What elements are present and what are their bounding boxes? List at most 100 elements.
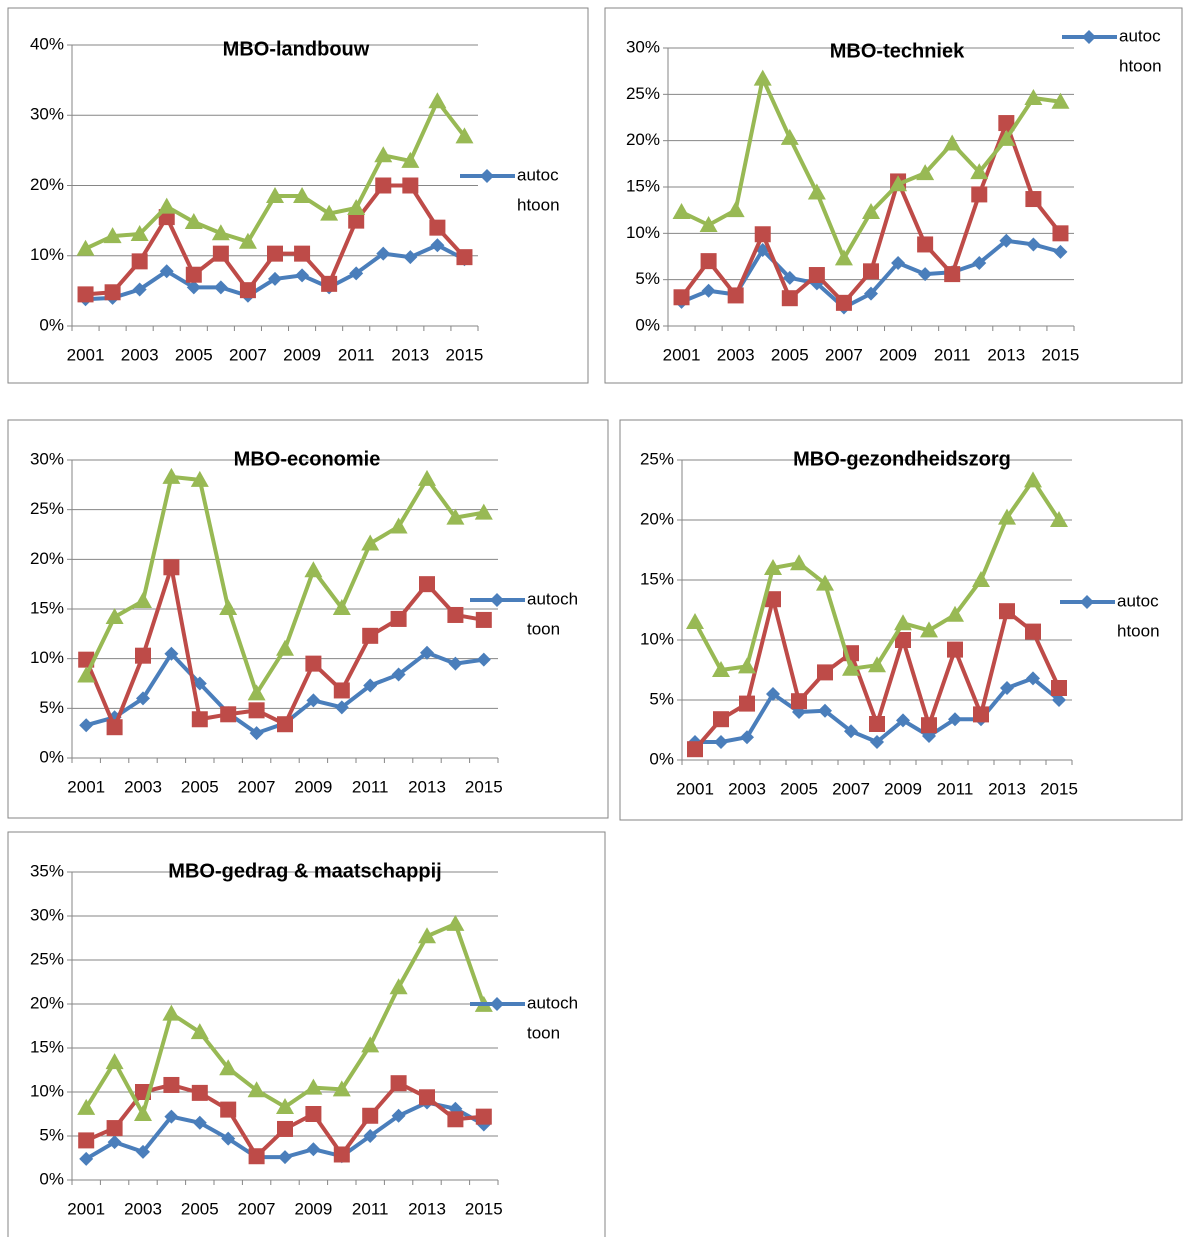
data-point — [268, 271, 282, 286]
y-tick-label: 20% — [640, 509, 674, 528]
x-tick-label: 2009 — [294, 1199, 332, 1218]
data-point — [211, 224, 230, 241]
data-point — [834, 249, 853, 266]
data-point — [333, 1146, 350, 1163]
x-tick-label: 2001 — [67, 1199, 105, 1218]
data-point — [753, 69, 772, 86]
y-tick-label: 25% — [30, 949, 64, 968]
data-point — [389, 978, 408, 995]
chart-title: MBO-gedrag & maatschappij — [168, 860, 441, 882]
y-tick-label: 35% — [30, 861, 64, 880]
data-point — [672, 203, 691, 220]
data-point — [162, 467, 181, 484]
data-point — [687, 741, 703, 758]
data-point — [219, 1059, 238, 1076]
data-point — [807, 183, 826, 200]
data-point — [1024, 89, 1043, 106]
x-tick-label: 2013 — [987, 345, 1025, 364]
data-point — [185, 266, 202, 283]
data-point — [375, 177, 392, 194]
y-tick-label: 15% — [30, 598, 64, 617]
data-point — [791, 693, 807, 710]
y-tick-label: 5% — [635, 269, 660, 288]
x-tick-label: 2007 — [238, 777, 276, 796]
chart-title: MBO-landbouw — [223, 38, 370, 60]
data-point — [700, 253, 717, 270]
data-point — [456, 249, 473, 266]
data-point — [105, 1053, 124, 1070]
data-point — [361, 534, 380, 551]
y-tick-label: 10% — [640, 629, 674, 648]
data-point — [701, 283, 716, 298]
chart-title: MBO-economie — [234, 448, 381, 470]
data-point — [239, 282, 256, 299]
legend-label: autoch — [527, 993, 578, 1012]
data-point — [896, 713, 910, 728]
data-point — [764, 559, 782, 575]
data-point — [277, 716, 293, 733]
data-point — [475, 1108, 492, 1125]
data-point — [948, 712, 962, 727]
y-tick-label: 0% — [649, 749, 674, 768]
x-tick-label: 2001 — [67, 777, 105, 796]
data-point — [998, 508, 1016, 525]
data-point — [134, 592, 152, 609]
data-point — [277, 1120, 293, 1137]
x-tick-label: 2011 — [352, 777, 389, 796]
x-tick-label: 2007 — [238, 1199, 276, 1218]
x-tick-label: 2009 — [884, 779, 922, 798]
data-point — [997, 129, 1016, 146]
y-tick-label: 10% — [626, 223, 660, 242]
data-point — [293, 187, 312, 204]
data-point — [917, 236, 934, 253]
y-tick-label: 20% — [626, 130, 660, 149]
data-point — [248, 1148, 265, 1165]
data-point — [220, 706, 237, 723]
x-tick-label: 2011 — [338, 345, 375, 364]
y-tick-label: 10% — [30, 648, 64, 667]
data-point — [673, 289, 690, 306]
data-point — [295, 268, 310, 283]
x-tick-label: 2011 — [937, 779, 974, 798]
data-point — [77, 286, 94, 303]
data-point — [106, 719, 123, 736]
chart: 0% 5% 10% 15% 20% 25% 2001 2003 2005 2007 2009 2011… — [619, 419, 1183, 821]
x-tick-label: 2003 — [121, 345, 159, 364]
data-point — [420, 645, 434, 660]
data-point — [362, 1107, 379, 1124]
data-point — [130, 224, 149, 241]
data-point — [132, 282, 147, 297]
data-point — [191, 711, 208, 728]
data-point — [186, 280, 201, 295]
x-tick-label: 2003 — [124, 1199, 162, 1218]
y-tick-label: 5% — [39, 698, 64, 717]
data-point — [972, 571, 990, 587]
data-point — [780, 128, 799, 145]
data-point — [699, 215, 718, 232]
x-tick-label: 2007 — [832, 779, 870, 798]
x-tick-label: 2001 — [676, 779, 714, 798]
y-tick-label: 10% — [30, 245, 64, 264]
x-tick-label: 2015 — [446, 345, 484, 364]
data-point — [999, 233, 1014, 248]
data-point — [1026, 671, 1040, 686]
data-point — [754, 226, 771, 243]
data-point — [363, 1129, 378, 1143]
data-point — [164, 1109, 179, 1124]
chart-frame — [7, 419, 609, 819]
data-point — [361, 1036, 380, 1053]
legend-marker — [490, 997, 504, 1011]
legend-label: autoc — [517, 165, 559, 184]
data-point — [136, 691, 150, 706]
data-point — [77, 666, 96, 683]
data-point — [390, 610, 407, 627]
data-point — [332, 599, 351, 616]
data-point — [999, 603, 1015, 620]
data-point — [306, 693, 321, 708]
x-tick-label: 2003 — [124, 777, 162, 796]
y-tick-label: 30% — [30, 905, 64, 924]
data-point — [430, 238, 445, 253]
data-point — [321, 275, 338, 292]
data-point — [391, 1108, 406, 1123]
data-point — [419, 576, 435, 593]
